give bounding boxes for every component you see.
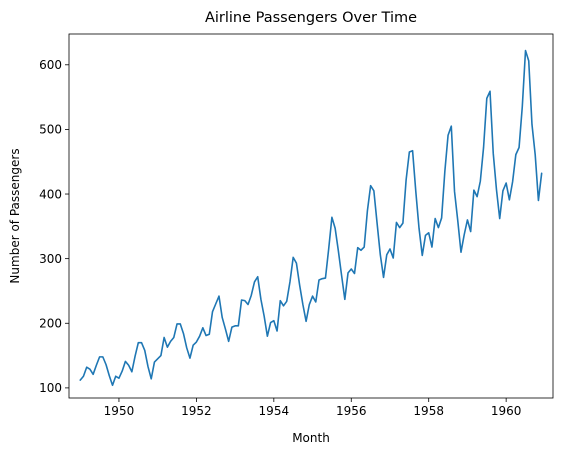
y-tick-label: 400 <box>39 187 62 201</box>
y-tick-label: 100 <box>39 381 62 395</box>
y-tick-label: 500 <box>39 123 62 137</box>
y-tick-label: 300 <box>39 252 62 266</box>
series-line-0 <box>79 49 543 387</box>
x-tick-label: 1952 <box>181 404 212 418</box>
x-axis-ticks: 1950 1952 1954 1956 1958 1960 <box>104 398 522 418</box>
y-tick-label: 600 <box>39 58 62 72</box>
x-tick-label: 1956 <box>336 404 367 418</box>
x-tick-label: 1954 <box>259 404 290 418</box>
plot-area-frame <box>68 33 554 399</box>
series-layer <box>79 49 543 387</box>
x-tick-label: 1958 <box>413 404 444 418</box>
chart-title: Airline Passengers Over Time <box>205 10 417 26</box>
y-axis-ticks: 100 200 300 400 500 600 <box>39 58 69 395</box>
y-tick-label: 200 <box>39 317 62 331</box>
x-tick-label: 1960 <box>491 404 522 418</box>
x-axis-label: Month <box>292 431 330 445</box>
y-axis-label: Number of Passengers <box>8 148 22 283</box>
x-tick-label: 1950 <box>104 404 135 418</box>
